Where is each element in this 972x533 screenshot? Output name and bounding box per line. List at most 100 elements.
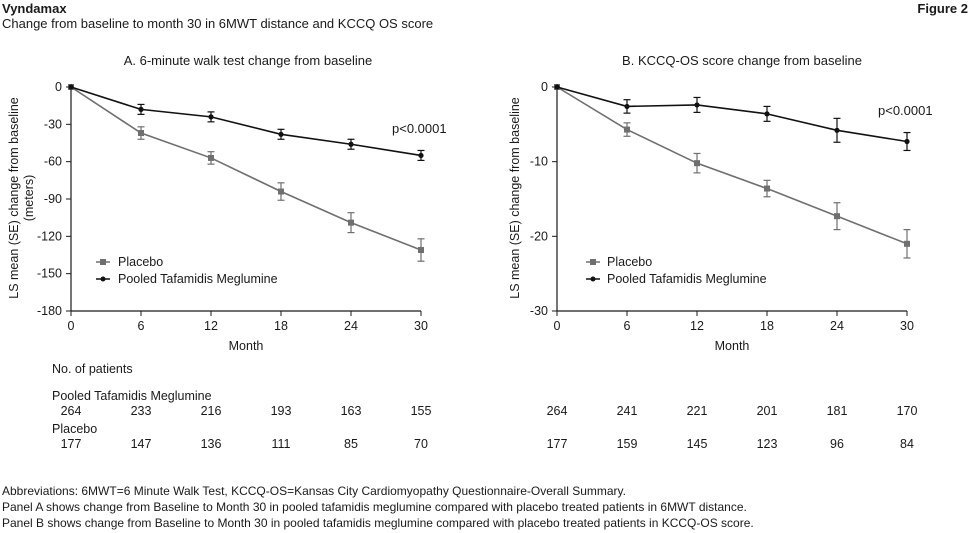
panel-a-tafamidis-line [70,86,422,157]
document-title: Vyndamax [2,1,67,16]
panel-b-ytick-label: 0 [541,80,548,94]
panel-a-xtick-label: 12 [204,319,218,333]
panel-b-tafamidis-point [764,111,770,117]
patient-count-placebo-b: 96 [830,437,844,451]
patient-count-placebo-a: 70 [414,437,428,451]
panel-a-tafamidis-point [208,114,214,120]
footnote-panel-a: Panel A shows change from Baseline to Mo… [2,500,747,514]
patient-count-placebo-a: 136 [200,437,222,451]
panel-a-xtick-label: 6 [138,319,145,333]
panel-b-ylabel: LS mean (SE) change from baseline [508,97,522,299]
patient-count-tafamidis-a: 155 [410,404,432,418]
patient-count-tafamidis-a: 233 [130,404,152,418]
panel-b-placebo-line [556,86,908,245]
panel-a-tafamidis-point [418,152,424,159]
panel-b-placebo-point [694,160,700,167]
patient-count-placebo-b: 84 [900,437,914,451]
patient-count-placebo-b: 177 [546,437,568,451]
panel-a-placebo-point [208,154,214,161]
panel-a-placebo-point [278,188,284,195]
patient-count-tafamidis-a: 264 [60,404,82,418]
panel-b-pvalue: p<0.0001 [878,103,933,118]
panel-b-xtick-label: 24 [830,319,844,333]
panel-a-placebo-line [70,86,422,251]
panel-b-tafamidis-point [554,84,560,90]
panel-b-ytick-label: -10 [530,155,548,169]
panel-a-ytick-label: -30 [44,117,62,131]
footnote-abbreviations: Abbreviations: 6MWT=6 Minute Walk Test, … [2,484,626,498]
patient-count-tafamidis-b: 170 [896,404,918,418]
panel-a-xlabel: Month [229,339,264,353]
panel-a-placebo-point [348,219,354,226]
panel-a-title: A. 6-minute walk test change from baseli… [124,53,373,68]
panel-a-tafamidis-point [138,106,144,112]
panel-a-ytick-label: -120 [37,229,62,243]
figure-label: Figure 2 [917,1,968,16]
panel-b-placebo-point [764,185,770,192]
patient-count-tafamidis-a: 216 [200,404,222,418]
panel-a-ylabel-line2: (meters) [22,175,36,222]
panel-b-placebo-point [904,240,910,247]
panel-b: B. KCCQ-OS score change from baseline LS… [508,53,933,353]
patients-heading: No. of patients [52,362,133,376]
patient-count-tafamidis-b: 241 [616,404,638,418]
panel-b-legend-tafamidis: Pooled Tafamidis Meglumine [607,272,767,286]
panel-a-legend-tafamidis: Pooled Tafamidis Meglumine [118,272,278,286]
panel-a-ytick-label: -60 [44,155,62,169]
panel-a-placebo-point [138,130,144,137]
panel-b-xtick-label: 6 [624,319,631,333]
panel-a-ytick-label: 0 [55,80,62,94]
panel-b-tafamidis-line [556,86,908,143]
panel-b-placebo-point [834,213,840,220]
document-subtitle: Change from baseline to month 30 in 6MWT… [2,16,434,31]
panel-b-tafamidis-point [834,127,840,133]
panel-a-placebo-point [418,247,424,254]
patient-count-tafamidis-a: 193 [270,404,292,418]
panel-b-ytick-label: -20 [530,229,548,243]
panel-b-title: B. KCCQ-OS score change from baseline [622,53,862,68]
panel-a-xtick-label: 24 [344,319,358,333]
panel-a-ytick-label: -150 [37,267,62,281]
panel-a-legend: Placebo Pooled Tafamidis Meglumine [96,255,278,286]
panel-b-legend-placebo: Placebo [607,255,652,269]
patient-count-placebo-a: 147 [130,437,152,451]
patient-count-tafamidis-b: 181 [826,404,848,418]
footnote-panel-b: Panel B shows change from Baseline to Mo… [2,516,754,530]
panel-a-tafamidis-point [278,131,284,137]
panel-b-xtick-label: 0 [554,319,561,333]
panel-a-ytick-label: -90 [44,192,62,206]
panel-b-tafamidis-point [904,138,910,145]
panel-b-placebo-point [624,126,630,133]
panel-a-xtick-label: 30 [414,319,428,333]
panel-b-xtick-label: 30 [900,319,914,333]
panel-a-xtick-label: 0 [68,319,75,333]
panel-b-legend: Placebo Pooled Tafamidis Meglumine [586,255,767,286]
panel-a-pvalue: p<0.0001 [392,121,447,136]
panel-b-xlabel: Month [715,339,750,353]
patients-group-label-tafamidis: Pooled Tafamidis Meglumine [52,389,212,403]
panel-b-xtick-label: 18 [760,319,774,333]
patient-count-tafamidis-a: 163 [340,404,362,418]
panel-b-ytick-label: -30 [530,304,548,318]
panel-a-legend-placebo: Placebo [118,255,163,269]
panel-b-xtick-label: 12 [690,319,704,333]
patient-count-placebo-b: 159 [616,437,638,451]
panel-a-xtick-label: 18 [274,319,288,333]
patient-count-placebo-b: 145 [686,437,708,451]
panel-a-ylabel-line1: LS mean (SE) change from baseline [7,97,21,299]
panel-a-tafamidis-point [348,141,354,147]
patients-group-label-placebo: Placebo [52,422,98,436]
panel-a-tafamidis-point [68,84,74,90]
panel-b-tafamidis-point [624,103,630,110]
charts-canvas: A. 6-minute walk test change from baseli… [7,53,933,353]
panel-a-ytick-label: -180 [37,304,62,318]
panel-a: A. 6-minute walk test change from baseli… [7,53,447,353]
patient-count-placebo-a: 85 [344,437,358,451]
patient-count-tafamidis-b: 201 [756,404,778,418]
patient-count-placebo-b: 123 [756,437,778,451]
patient-count-tafamidis-b: 221 [686,404,708,418]
patient-count-placebo-a: 177 [60,437,82,451]
panel-b-tafamidis-point [694,102,700,108]
patient-count-placebo-a: 111 [271,437,291,451]
patient-count-tafamidis-b: 264 [546,404,568,418]
